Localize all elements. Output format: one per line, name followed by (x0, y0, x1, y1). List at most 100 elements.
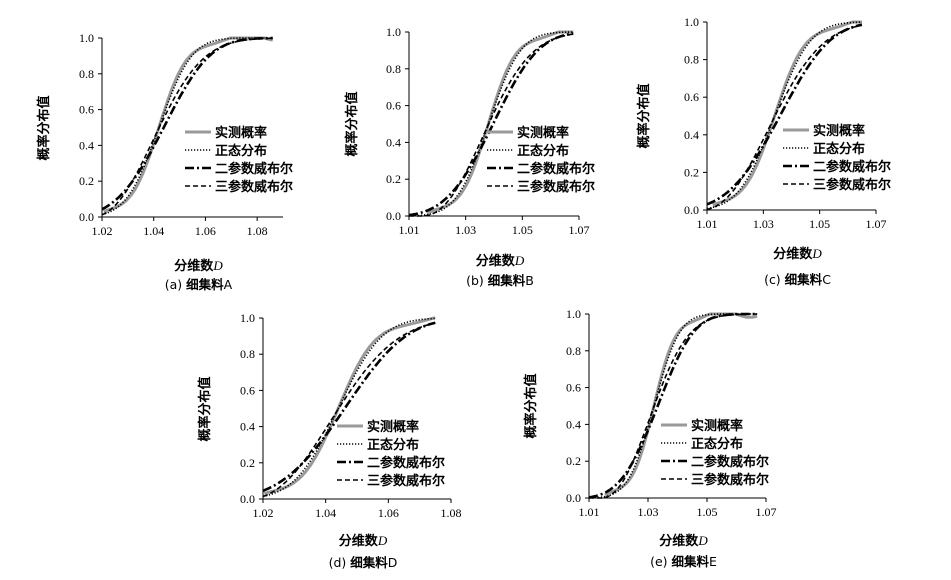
chart-panel-c: 0.0 0.2 0.4 0.6 0.8 1.0 1.01 1.03 1.05 1.07 概率分布值分… (636, 15, 891, 287)
series-line-4 (589, 313, 758, 499)
x-axis-label-var: D (514, 253, 525, 268)
legend-label: 实测概率 (367, 419, 419, 435)
legend-label: 三参数威布尔 (813, 177, 891, 193)
y-axis-label: 概率分布值 (523, 373, 539, 438)
chart-panel-a: 0.0 0.2 0.4 0.6 0.8 1.0 1.02 1.04 1.06 1.08 概率分布值分… (36, 31, 293, 292)
x-tick-label: 1.01 (399, 223, 420, 237)
x-tick-label: 1.01 (697, 217, 718, 231)
legend-label: 三参数威布尔 (517, 179, 595, 195)
caption-letter: E (709, 554, 717, 569)
y-tick-label: 0.2 (566, 454, 581, 468)
x-tick-label: 1.03 (753, 217, 774, 231)
y-tick-label: 0.8 (240, 347, 255, 361)
y-tick-label: 0.6 (684, 90, 699, 104)
legend-label: 实测概率 (813, 123, 865, 139)
y-tick-label: 0.6 (386, 99, 401, 113)
y-tick-label: 0.0 (386, 209, 401, 223)
legend-label: 正态分布 (691, 436, 743, 452)
panel-caption: (d) 细集料D (329, 555, 398, 570)
x-tick-label: 1.03 (638, 505, 659, 519)
x-axis-label-var: D (212, 258, 223, 273)
y-tick-label: 0.4 (79, 138, 94, 152)
caption-letter: C (822, 272, 831, 287)
chart-panel-e: 0.0 0.2 0.4 0.6 0.8 1.0 1.01 1.03 1.05 1.07 概率分布值分… (523, 307, 777, 569)
legend-label: 正态分布 (517, 143, 569, 159)
y-axis-label: 概率分布值 (197, 376, 213, 441)
x-axis-label-text: 分维数 (659, 533, 699, 549)
y-tick-label: 1.0 (566, 307, 581, 321)
panel-caption: (e) 细集料E (650, 554, 717, 569)
x-axis-label-text: 分维数 (339, 533, 379, 549)
y-tick-label: 0.2 (79, 174, 94, 188)
caption-bold: 细集料 (785, 272, 823, 287)
x-tick-label: 1.04 (315, 506, 336, 520)
x-tick-label: 1.08 (441, 506, 462, 520)
y-tick-label: 0.4 (386, 135, 401, 149)
panel-caption: (a) 细集料A (165, 277, 233, 292)
y-tick-label: 0.8 (566, 344, 581, 358)
y-tick-label: 1.0 (684, 15, 699, 29)
caption-letter: A (224, 277, 233, 292)
x-tick-label: 1.01 (579, 505, 600, 519)
y-axis-label: 概率分布值 (344, 91, 360, 156)
legend-label: 三参数威布尔 (691, 472, 769, 488)
x-tick-label: 1.02 (92, 224, 113, 238)
x-axis-label-var: D (377, 533, 388, 548)
series-line-3 (262, 321, 436, 492)
legend-label: 正态分布 (813, 141, 865, 157)
series-line-2 (706, 21, 862, 210)
caption-prefix: (d) (329, 555, 351, 570)
x-tick-label: 1.04 (143, 224, 164, 238)
legend-label: 正态分布 (215, 143, 267, 159)
x-axis-label: 分维数D (476, 253, 525, 269)
series-line-4 (262, 322, 436, 498)
x-tick-label: 1.05 (512, 223, 533, 237)
y-tick-label: 1.0 (386, 25, 401, 39)
y-tick-label: 0.6 (240, 383, 255, 397)
x-tick-label: 1.07 (569, 223, 590, 237)
x-axis-label: 分维数D (174, 258, 223, 274)
x-tick-label: 1.02 (253, 506, 274, 520)
series-line-2 (101, 37, 273, 216)
caption-letter: D (388, 555, 398, 570)
y-tick-label: 0.2 (240, 456, 255, 470)
x-tick-label: 1.07 (756, 505, 777, 519)
series-line-4 (409, 33, 574, 217)
y-tick-label: 0.4 (566, 417, 581, 431)
caption-bold: 细集料 (488, 273, 526, 288)
y-tick-label: 0.4 (684, 128, 699, 142)
y-tick-label: 0.8 (386, 62, 401, 76)
x-tick-label: 1.06 (378, 506, 399, 520)
series-line-4 (101, 37, 273, 216)
caption-bold: 细集料 (672, 554, 710, 569)
y-axis-label: 概率分布值 (36, 95, 52, 160)
caption-prefix: (b) (466, 273, 488, 288)
legend-label: 实测概率 (517, 125, 569, 141)
caption-bold: 细集料 (186, 277, 224, 292)
x-tick-label: 1.06 (195, 224, 216, 238)
x-axis-label-var: D (811, 246, 822, 261)
x-tick-label: 1.03 (455, 223, 476, 237)
series-line-4 (706, 24, 863, 211)
series-line-3 (408, 32, 574, 217)
caption-prefix: (c) (764, 272, 785, 287)
x-axis-label-var: D (697, 533, 708, 548)
caption-bold: 细集料 (350, 555, 388, 570)
caption-prefix: (e) (650, 554, 671, 569)
caption-prefix: (a) (165, 277, 186, 292)
legend-label: 实测概率 (691, 418, 743, 434)
legend-label: 二参数威布尔 (813, 159, 891, 175)
legend-label: 三参数威布尔 (367, 473, 445, 489)
legend-label: 实测概率 (215, 125, 267, 141)
y-axis-label: 概率分布值 (636, 83, 652, 148)
y-tick-label: 0.0 (684, 203, 699, 217)
y-tick-label: 1.0 (79, 31, 94, 45)
series-line-1 (103, 36, 273, 213)
x-axis-label-text: 分维数 (773, 246, 813, 262)
chart-panel-d: 0.0 0.2 0.4 0.6 0.8 1.0 1.02 1.04 1.06 1.08 概率分布值分… (197, 311, 462, 570)
y-tick-label: 0.8 (79, 67, 94, 81)
y-tick-label: 0.8 (684, 53, 699, 67)
panel-caption: (b) 细集料B (466, 273, 534, 288)
y-tick-label: 0.0 (566, 491, 581, 505)
